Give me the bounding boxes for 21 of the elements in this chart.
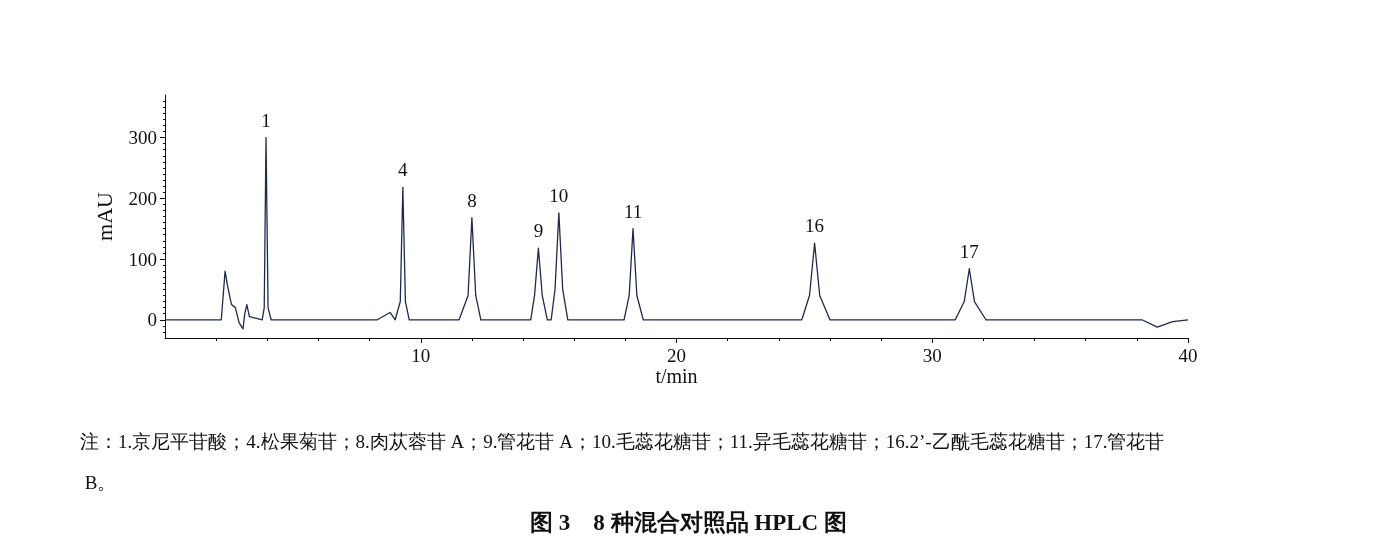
y-tick-label: 0 [147,309,157,331]
text: 注：1.京尼平苷酸；4.松果菊苷；8.肉苁蓉苷 A；9.管花苷 A；10.毛蕊花糖苷；11.异毛蕊花糖苷；16.2’-乙酰毛蕊花糖苷；17.管花苷 B。 [80,431,1165,493]
annotation: 1 [261,109,271,131]
x-tick-label: 20 [667,345,686,366]
y-tick-label: 200 [128,187,157,209]
x-tick-label: 30 [922,345,942,366]
line-series [164,136,1189,330]
x-tick-label: 10 [411,345,431,366]
annotation: 10 [549,184,569,206]
annotation: 9 [533,220,544,242]
y-tick-label: 300 [128,127,157,149]
y-tick-label: 100 [128,248,157,270]
annotation: 17 [959,240,979,262]
annotation: 16 [805,215,825,237]
annotation: 4 [398,159,409,181]
y-axis-title: mAU [91,191,117,241]
x-axis-title: t/min [655,365,698,387]
x-tick-label: 40 [1178,345,1198,366]
annotation: 11 [623,200,643,222]
annotation: 8 [467,189,477,211]
text: 图 3 8 种混合对照品 HPLC 图 [530,510,847,535]
